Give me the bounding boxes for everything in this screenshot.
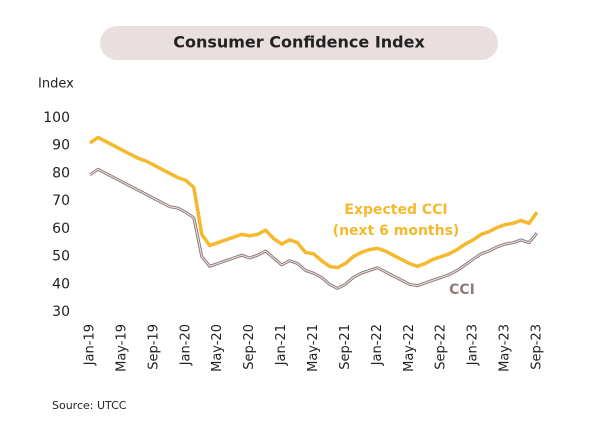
x-tick-label: May-22 xyxy=(402,324,417,372)
annotation: (next 6 months) xyxy=(333,223,460,239)
y-tick-label: 60 xyxy=(52,221,70,237)
series-label: CCI xyxy=(449,282,475,298)
x-tick-label: Sep-23 xyxy=(530,324,545,370)
series-line xyxy=(89,167,539,290)
x-tick-label: May-19 xyxy=(114,324,129,372)
chart-title: Consumer Confidence Index xyxy=(173,33,425,52)
y-tick-label: 70 xyxy=(52,193,70,209)
y-tick-label: 80 xyxy=(52,165,70,181)
x-tick-label: Sep-21 xyxy=(338,324,353,370)
y-tick-label: 50 xyxy=(52,249,70,265)
series-line-highlight xyxy=(89,168,538,289)
series-label: Expected CCI xyxy=(344,202,447,218)
title-pill xyxy=(100,26,498,60)
series-line xyxy=(89,135,539,270)
x-tick-label: Sep-20 xyxy=(242,324,257,370)
x-tick-label: May-20 xyxy=(210,324,225,372)
x-tick-label: Jan-22 xyxy=(370,324,385,366)
y-tick-label: 30 xyxy=(52,304,70,320)
source: Source: UTCC xyxy=(52,399,127,412)
x-tick-label: Jan-20 xyxy=(178,324,193,366)
y-axis-label: Index xyxy=(38,77,74,92)
y-tick-label: 100 xyxy=(43,110,70,126)
x-tick-label: May-23 xyxy=(498,324,513,372)
x-tick-label: Jan-23 xyxy=(466,324,481,366)
y-tick-label: 40 xyxy=(52,276,70,292)
y-tick-label: 90 xyxy=(52,138,70,154)
x-tick-label: Sep-19 xyxy=(146,324,161,370)
x-tick-label: Jan-19 xyxy=(83,324,98,366)
x-tick-label: May-21 xyxy=(306,324,321,372)
x-tick-label: Sep-22 xyxy=(434,324,449,370)
x-tick-label: Jan-21 xyxy=(274,324,289,366)
